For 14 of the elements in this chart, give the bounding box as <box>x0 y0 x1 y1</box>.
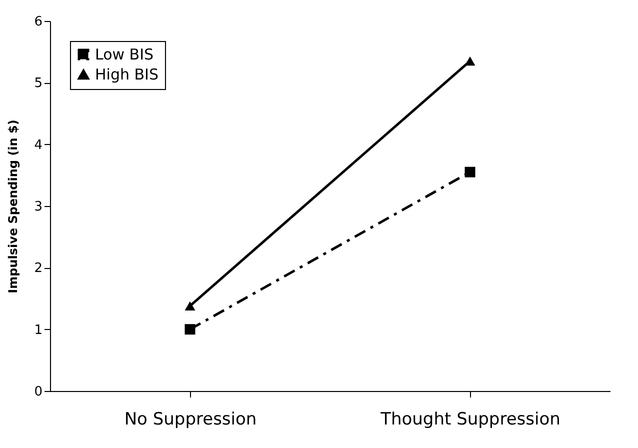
point <box>464 166 476 178</box>
y-tick-label: 1 <box>34 322 42 338</box>
y-tick-label: 6 <box>34 14 42 30</box>
y-tick-label: 3 <box>34 200 42 214</box>
x-tick-label: No Suppression <box>124 410 257 430</box>
y-tick-label: 5 <box>34 76 42 92</box>
y-tick-label: 2 <box>34 261 42 276</box>
x-tick-label: Thought Suppression <box>380 410 560 430</box>
legend-label: High BIS <box>95 66 158 84</box>
point <box>184 324 196 335</box>
y-tick-label: 0 <box>34 384 42 400</box>
y-axis-title: Impulsive Spending (in $) <box>6 120 20 294</box>
y-tick-label: 4 <box>34 138 42 153</box>
legend-label: Low BIS <box>95 46 154 64</box>
